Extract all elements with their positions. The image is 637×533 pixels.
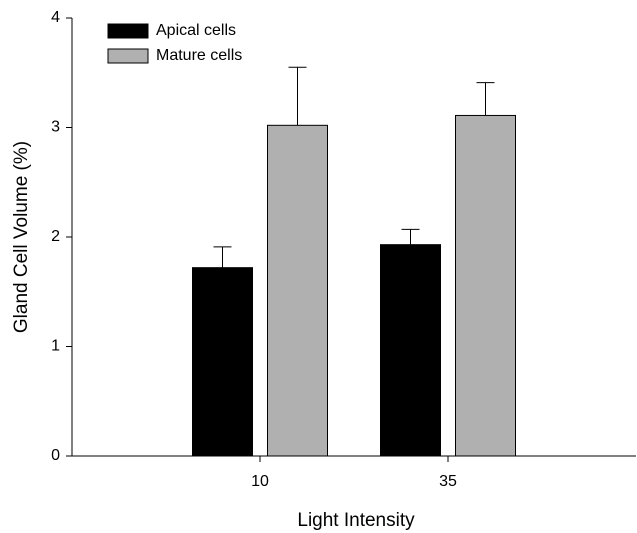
- bar: [192, 267, 253, 457]
- legend-swatch: [107, 48, 149, 64]
- error-bar: [476, 82, 495, 116]
- y-axis-label: Gland Cell Volume (%): [11, 141, 32, 333]
- bar: [455, 114, 516, 457]
- x-tick-label: 10: [251, 473, 269, 490]
- y-tick-label: 4: [51, 9, 60, 26]
- y-tick-label: 1: [51, 338, 60, 355]
- y-tick-label: 2: [51, 228, 60, 245]
- bar: [380, 244, 441, 457]
- error-bar: [288, 66, 307, 126]
- legend-label: Mature cells: [156, 47, 242, 64]
- y-tick-label: 0: [51, 447, 60, 464]
- error-bar: [401, 228, 420, 245]
- error-bar: [213, 246, 232, 268]
- y-tick-label: 3: [51, 119, 60, 136]
- x-axis-label: Light Intensity: [297, 510, 415, 531]
- x-tick-label: 35: [439, 473, 457, 490]
- legend-label: Apical cells: [156, 22, 236, 39]
- legend-swatch: [107, 23, 149, 39]
- bar: [267, 124, 328, 457]
